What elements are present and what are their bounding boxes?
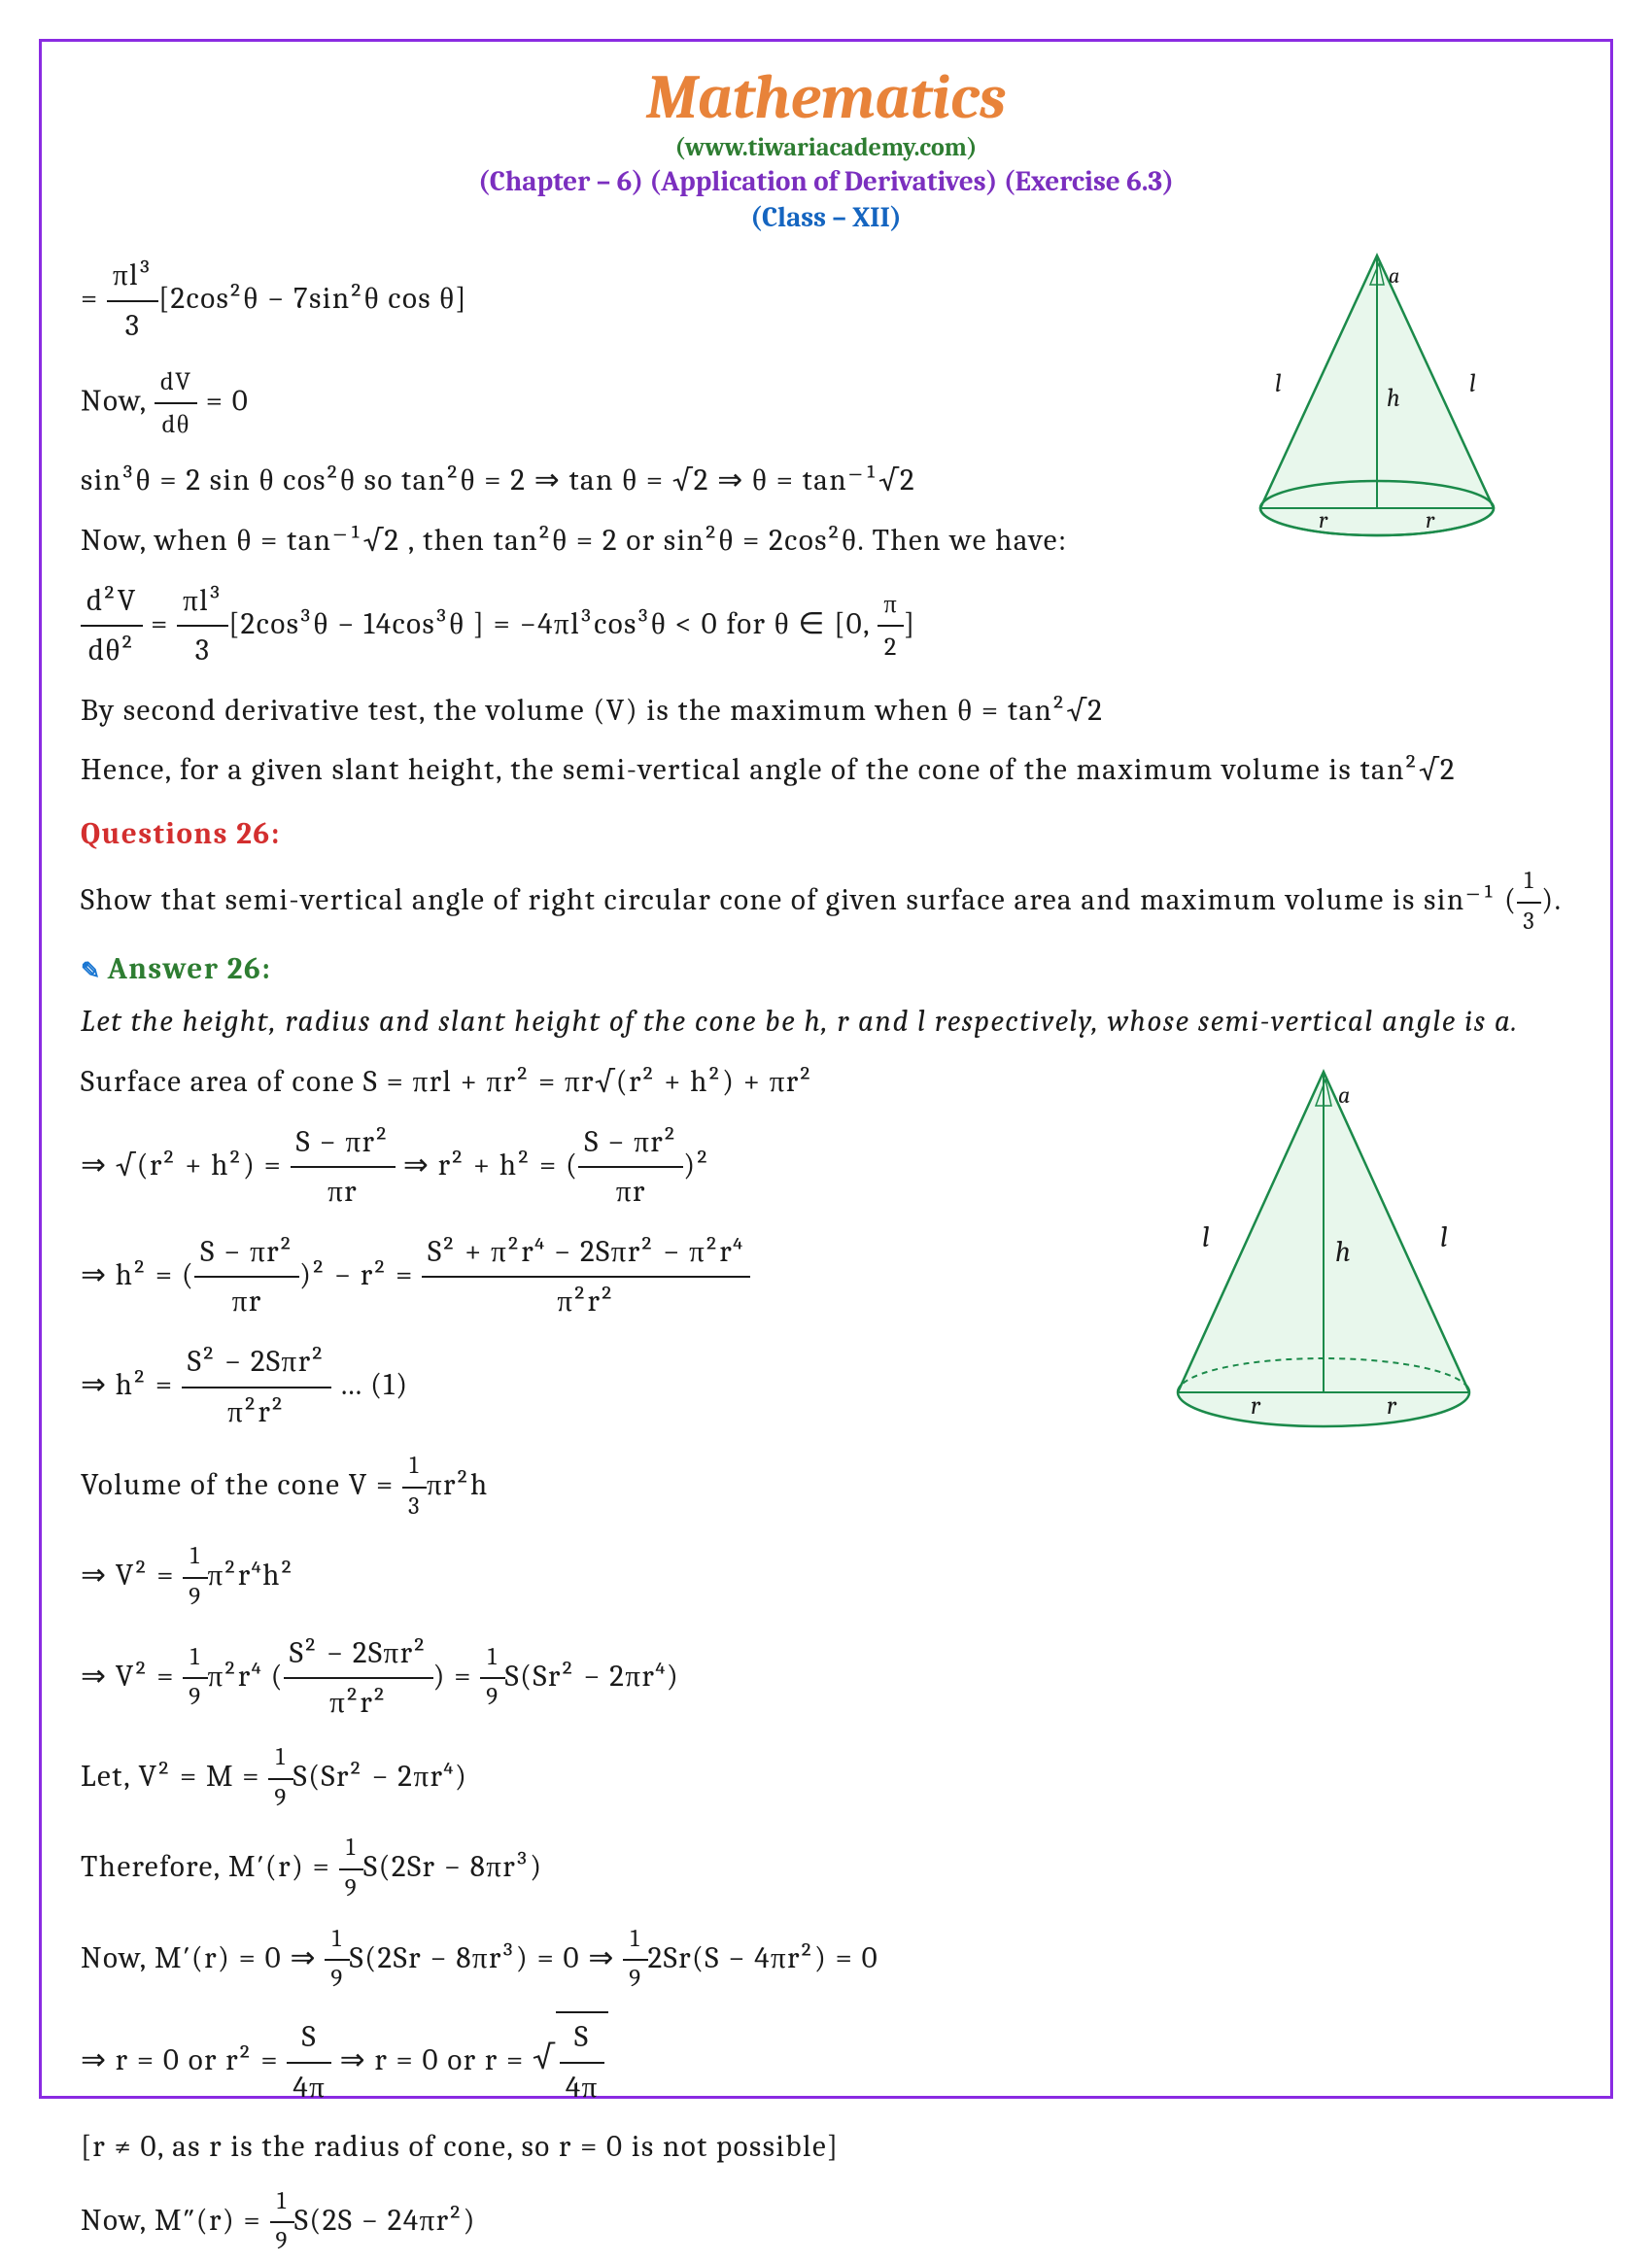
cone-diagram-2: a l l h r r [1149, 1052, 1498, 1441]
page-frame: Mathematics (www.tiwariacademy.com) (Cha… [39, 39, 1613, 2099]
eq-line-3: sin³θ = 2 sin θ cos²θ so tan²θ = 2 ⇒ tan… [81, 457, 1227, 505]
svg-text:h: h [1387, 384, 1400, 413]
answer-26-line-11: Now, M′(r) = 0 ⇒ 19S(2Sr − 8πr³) = 0 ⇒ 1… [81, 1921, 1571, 2000]
svg-text:l: l [1440, 1220, 1448, 1254]
answer-26-line-4: ⇒ h² = (S − πr²πr)² − r² = S² + π²r⁴ − 2… [81, 1228, 1208, 1326]
svg-text:r: r [1251, 1391, 1261, 1421]
website-line: (www.tiwariacademy.com) [81, 133, 1571, 162]
eq-line-7: Hence, for a given slant height, the sem… [81, 746, 1571, 795]
answer-26-line-8: ⇒ V² = 19π²r⁴ (S² − 2Sπr²π²r²) = 19S(Sr²… [81, 1629, 1571, 1728]
svg-text:l: l [1275, 369, 1282, 398]
svg-text:l: l [1469, 369, 1476, 398]
svg-text:h: h [1335, 1235, 1351, 1269]
answer-26-line-1: Let the height, radius and slant height … [81, 998, 1571, 1046]
answer-26-line-13: [r ≠ 0, as r is the radius of cone, so r… [81, 2123, 1571, 2172]
chapter-line: (Chapter – 6) (Application of Derivative… [81, 166, 1571, 198]
svg-text:r: r [1319, 506, 1328, 533]
class-line: (Class – XII) [81, 202, 1571, 234]
svg-text:a: a [1389, 263, 1399, 289]
answer-26-line-12: ⇒ r = 0 or r² = S4π ⇒ r = 0 or r = √S4π [81, 2011, 1571, 2111]
cone-diagram-1: a l l h r r [1231, 236, 1523, 547]
answer-26-line-7: ⇒ V² = 19π²r⁴h² [81, 1538, 1571, 1617]
page-title: Mathematics [81, 61, 1571, 133]
svg-text:l: l [1202, 1220, 1210, 1254]
question-26-text: Show that semi-vertical angle of right c… [81, 863, 1571, 942]
svg-text:r: r [1426, 506, 1435, 533]
question-26-label: Questions 26: [81, 816, 1571, 851]
svg-text:a: a [1338, 1081, 1350, 1109]
eq-line-4: Now, when θ = tan⁻¹√2 , then tan²θ = 2 o… [81, 517, 1227, 566]
answer-26-line-14: Now, M″(r) = 19S(2S − 24πr²) [81, 2183, 1571, 2262]
eq-line-6: By second derivative test, the volume (V… [81, 687, 1571, 736]
answer-26-line-6: Volume of the cone V = 13πr²h [81, 1448, 1571, 1526]
svg-text:r: r [1387, 1391, 1397, 1421]
answer-26-line-2: Surface area of cone S = πrl + πr² = πr√… [81, 1058, 1208, 1107]
eq-line-5: d²Vdθ² = πl³3[2cos³θ − 14cos³θ ] = −4πl³… [81, 577, 1571, 675]
answer-26-line-3: ⇒ √(r² + h²) = S − πr²πr ⇒ r² + h² = (S … [81, 1118, 1208, 1217]
answer-26-line-9: Let, V² = M = 19S(Sr² − 2πr⁴) [81, 1739, 1571, 1818]
answer-26-label: Answer 26: [81, 951, 1571, 986]
answer-26-line-10: Therefore, M′(r) = 19S(2Sr − 8πr³) [81, 1830, 1571, 1908]
